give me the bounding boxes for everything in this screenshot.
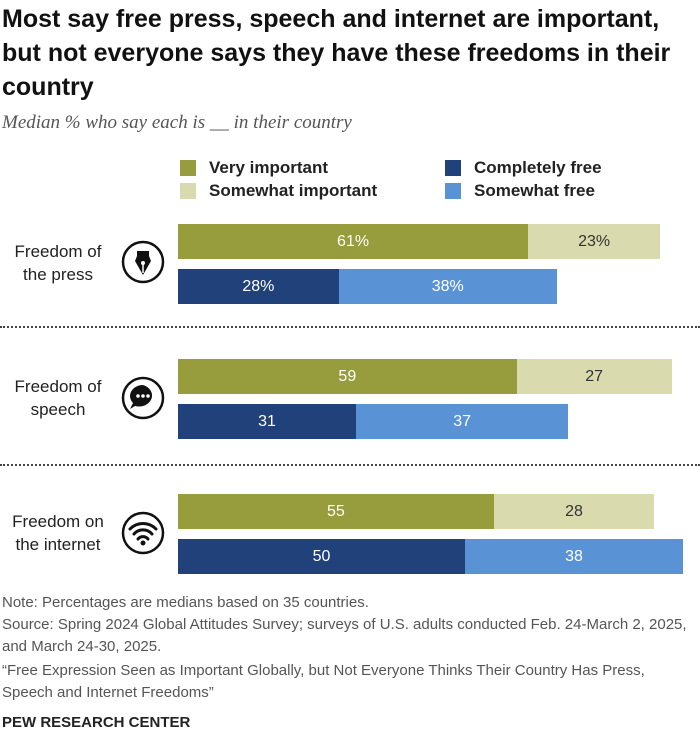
- value-label: 37: [453, 413, 472, 430]
- value-label: 38%: [431, 278, 464, 295]
- bar-segment: [528, 224, 661, 259]
- value-label: 27: [585, 368, 604, 385]
- bar-segment: [493, 494, 655, 529]
- press-icon: [121, 240, 165, 284]
- bar-segment: [178, 539, 465, 574]
- credit: PEW RESEARCH CENTER: [2, 714, 191, 731]
- value-label: 28: [565, 503, 583, 520]
- value-label: 59: [338, 368, 357, 385]
- value-label: 38: [565, 548, 583, 565]
- report-title: “Free Expression Seen as Important Globa…: [2, 662, 645, 701]
- legend-swatch: [445, 160, 461, 176]
- separator: [0, 326, 700, 328]
- source: Source: Spring 2024 Global Attitudes Sur…: [2, 616, 687, 655]
- bar-segment: [178, 224, 529, 259]
- value-label: 61%: [337, 233, 370, 250]
- bar-segment: [338, 269, 557, 304]
- legend-swatch: [180, 183, 196, 199]
- bar-segment: [465, 539, 684, 574]
- category-label: Freedom of speech: [14, 377, 102, 419]
- bar-segment: [516, 359, 672, 394]
- value-label: 55: [326, 503, 345, 520]
- value-label: 28%: [242, 278, 275, 295]
- legend-swatch: [180, 160, 196, 176]
- value-label: 23%: [578, 233, 611, 250]
- value-label: 50: [312, 548, 331, 565]
- wifi-icon: [121, 511, 165, 555]
- legend-swatch: [445, 183, 461, 199]
- legend-label: Somewhat important: [209, 181, 378, 200]
- chart-subtitle: Median % who say each is __ in their cou…: [2, 112, 352, 133]
- bar-segment: [355, 404, 569, 439]
- legend-label: Completely free: [474, 158, 602, 177]
- bar-segment: [178, 269, 339, 304]
- bar-segment: [178, 359, 517, 394]
- chart-title: Most say free press, speech and internet…: [2, 5, 671, 101]
- legend-label: Very important: [209, 158, 329, 177]
- note: Note: Percentages are medians based on 3…: [2, 594, 369, 611]
- category-label: Freedom of the press: [14, 242, 102, 284]
- value-label: 31: [258, 413, 276, 430]
- category-label: Freedom on the internet: [12, 512, 104, 554]
- bar-segment: [178, 404, 356, 439]
- speech-icon: [121, 376, 165, 420]
- legend-label: Somewhat free: [474, 181, 595, 200]
- separator: [0, 464, 700, 466]
- bar-segment: [178, 494, 494, 529]
